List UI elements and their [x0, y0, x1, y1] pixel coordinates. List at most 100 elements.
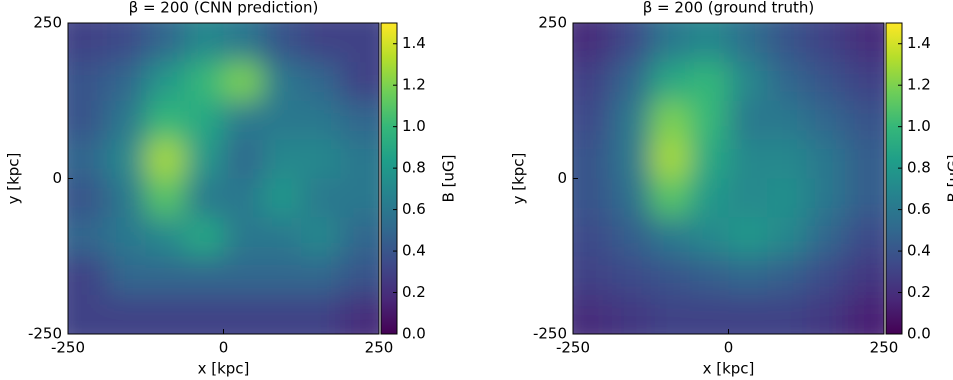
heatmap-cell [68, 217, 108, 257]
heatmap-cell [728, 100, 768, 141]
colorbar-tick-label: 0.8 [402, 159, 426, 177]
heatmap-cell [728, 139, 768, 179]
heatmap-cell [611, 217, 652, 257]
heatmap-cell [223, 100, 263, 141]
colorbar [380, 22, 398, 335]
heatmap-cell [573, 61, 613, 102]
colorbar-label: B [uG] [945, 155, 953, 203]
heatmap-cell [106, 100, 147, 141]
colorbar-tick-label: 0.2 [402, 283, 426, 301]
y-tick-label: 250 [33, 14, 62, 32]
x-tick-label: -250 [556, 339, 590, 357]
heatmap-cell [106, 256, 147, 296]
x-axis-label: x [kpc] [198, 360, 250, 378]
colorbar-tick-label: 0.2 [907, 283, 931, 301]
heatmap-cell [611, 256, 652, 296]
heatmap-cell [689, 256, 729, 296]
heatmap-cell [223, 256, 263, 296]
heatmap-cell [689, 295, 729, 334]
heatmap-cell [301, 295, 341, 334]
heatmap-cell [845, 295, 884, 334]
x-tick-label: 250 [870, 339, 899, 357]
heatmap-cell [184, 23, 224, 63]
heatmap-cell [184, 100, 224, 141]
y-axis-label: y [kpc] [5, 153, 23, 205]
heatmap-cell [68, 139, 108, 179]
heatmap-cell [650, 178, 691, 218]
heatmap-cell [845, 100, 884, 141]
y-axis-label: y [kpc] [510, 153, 528, 205]
heatmap-cell [145, 139, 186, 179]
heatmap-cell [611, 295, 652, 334]
colorbar-tick-label: 0.4 [907, 242, 931, 260]
heatmap-cell [106, 61, 147, 102]
heatmap-cell [184, 295, 224, 334]
heatmap-cell [728, 61, 768, 102]
heatmap-cell [650, 23, 691, 63]
heatmap-cell [689, 23, 729, 63]
x-tick-label: 0 [724, 339, 734, 357]
colorbar-tick-label: 1.2 [402, 76, 426, 94]
heatmap-cell [262, 295, 302, 334]
heatmap-cell [650, 217, 691, 257]
heatmap-cell [262, 23, 302, 63]
heatmap-cell [106, 23, 147, 63]
x-tick-label: 0 [219, 339, 229, 357]
heatmap-cell [340, 295, 379, 334]
heatmap-cell [301, 256, 341, 296]
heatmap-cell [145, 217, 186, 257]
heatmap-cell [301, 178, 341, 218]
heatmap-cell [845, 139, 884, 179]
heatmap-cell [262, 61, 302, 102]
heatmap-cell [728, 23, 768, 63]
heatmap-cell [106, 139, 147, 179]
heatmap-cell [806, 61, 846, 102]
heatmap-cell [611, 23, 652, 63]
heatmap-cell [262, 256, 302, 296]
y-tick-label: 0 [52, 169, 62, 187]
colorbar-tick-label: 0.8 [907, 159, 931, 177]
heatmap-cell [573, 256, 613, 296]
heatmap-cell [106, 295, 147, 334]
heatmap-cell [145, 295, 186, 334]
heatmap-cell [68, 23, 108, 63]
colorbar-label: B [uG] [440, 155, 458, 203]
heatmap-cell [845, 61, 884, 102]
heatmap-cell [145, 178, 186, 218]
heatmap-cell [650, 100, 691, 141]
heatmap-cell [689, 100, 729, 141]
heatmap-cell [611, 178, 652, 218]
heatmap-cell [223, 217, 263, 257]
heatmap-cell [145, 23, 186, 63]
heatmap-cell [340, 23, 379, 63]
heatmap-cell [68, 61, 108, 102]
heatmap-cell [262, 217, 302, 257]
heatmap-cell [573, 217, 613, 257]
heatmap-cell [262, 139, 302, 179]
heatmap-cell [340, 217, 379, 257]
heatmap-cell [301, 61, 341, 102]
heatmap-cell [184, 217, 224, 257]
heatmap-cell [106, 178, 147, 218]
heatmap-blur [68, 23, 379, 334]
heatmap-cell [184, 139, 224, 179]
heatmap-cell [689, 178, 729, 218]
heatmap-cell [767, 100, 807, 141]
heatmap-cell [806, 139, 846, 179]
colorbar-tick-label: 1.0 [907, 117, 931, 135]
colorbar-tick-label: 0.6 [907, 200, 931, 218]
heatmap-cell [68, 100, 108, 141]
heatmap-cell [145, 256, 186, 296]
heatmap-cell [728, 256, 768, 296]
heatmap-cell [767, 217, 807, 257]
chart-title: β = 200 (ground truth) [643, 0, 815, 17]
heatmap-cell [767, 295, 807, 334]
heatmap-cell [806, 295, 846, 334]
colorbar [885, 22, 903, 335]
heatmap-cell [223, 23, 263, 63]
heatmap-cell [611, 61, 652, 102]
heatmap-cell [340, 178, 379, 218]
heatmap-cell [845, 23, 884, 63]
heatmap-cell [650, 139, 691, 179]
